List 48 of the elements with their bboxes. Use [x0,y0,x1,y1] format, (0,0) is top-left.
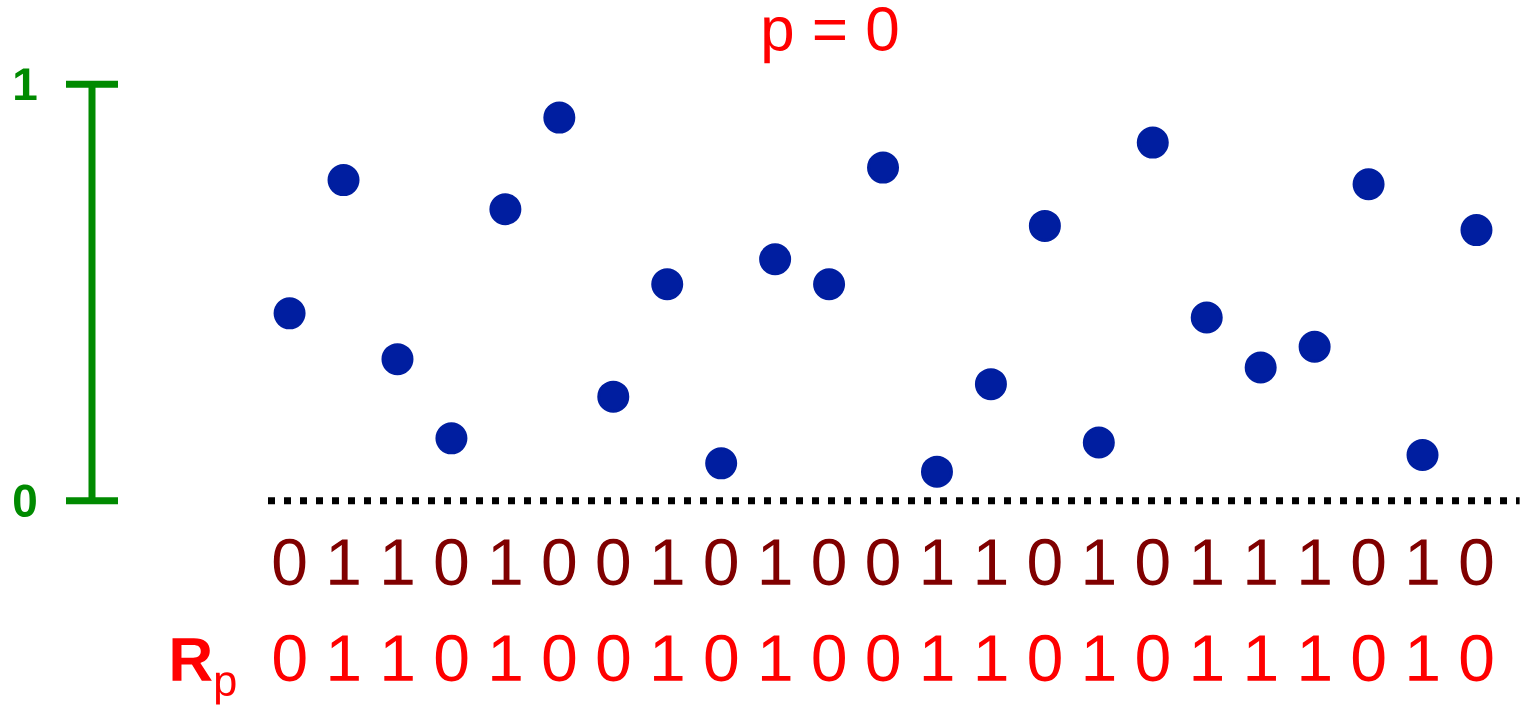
point [1352,168,1385,201]
x-tick-label: 1 [923,539,953,585]
point [489,193,522,226]
point [1406,438,1439,471]
chart-title: p = 0 [764,7,898,64]
x-tick-label: 1 [1301,539,1330,585]
x-tick-label: 0 [597,538,630,586]
x-tick-label: 0 [543,538,576,586]
x-tick-label: 0 [1460,538,1493,586]
point [597,380,630,413]
x-tick-label: 1 [1085,539,1114,585]
x-tick-label: 0 [1029,538,1061,586]
point [705,447,738,480]
point [381,343,414,376]
x-tick-label: 1 [761,539,791,585]
point [543,101,576,134]
x-tick-label: 1 [1247,539,1276,585]
point [1136,126,1169,159]
x-tick-label: 0 [1136,538,1169,586]
point [327,164,360,197]
point [1082,426,1115,459]
x-tick-label: 1 [1193,539,1222,585]
point [920,455,953,488]
x-tick-label: 0 [1352,538,1385,586]
x-tick-label: 1 [1409,539,1438,585]
point [974,368,1007,401]
point [435,422,468,455]
x-tick-label: 1 [330,539,359,585]
point [273,297,306,330]
point [1298,330,1331,363]
x-tick-label: 1 [977,539,1007,585]
x-tick-label: 1 [653,539,683,585]
text: 0 1 1 0 1 0 0 1 0 1 0 0 1 1 0 1 0 1 1 1 0 1 0 [274,634,1493,682]
x-tick-label: 0 [813,538,845,586]
point [1190,301,1223,334]
point [1028,209,1061,242]
text: R$_{p}$ [172,638,236,705]
x-tick-label: 1 [384,539,413,585]
x-tick-label: 0 [867,538,899,586]
point [1244,351,1277,384]
point [651,268,684,301]
point [759,243,792,276]
x-tick-label: 0 [273,538,306,586]
x-tick-label: 1 [492,539,521,585]
point [813,268,846,301]
point [867,151,900,184]
x-tick-label: 0 [705,538,737,586]
x-tick-label: 0 [435,538,468,586]
